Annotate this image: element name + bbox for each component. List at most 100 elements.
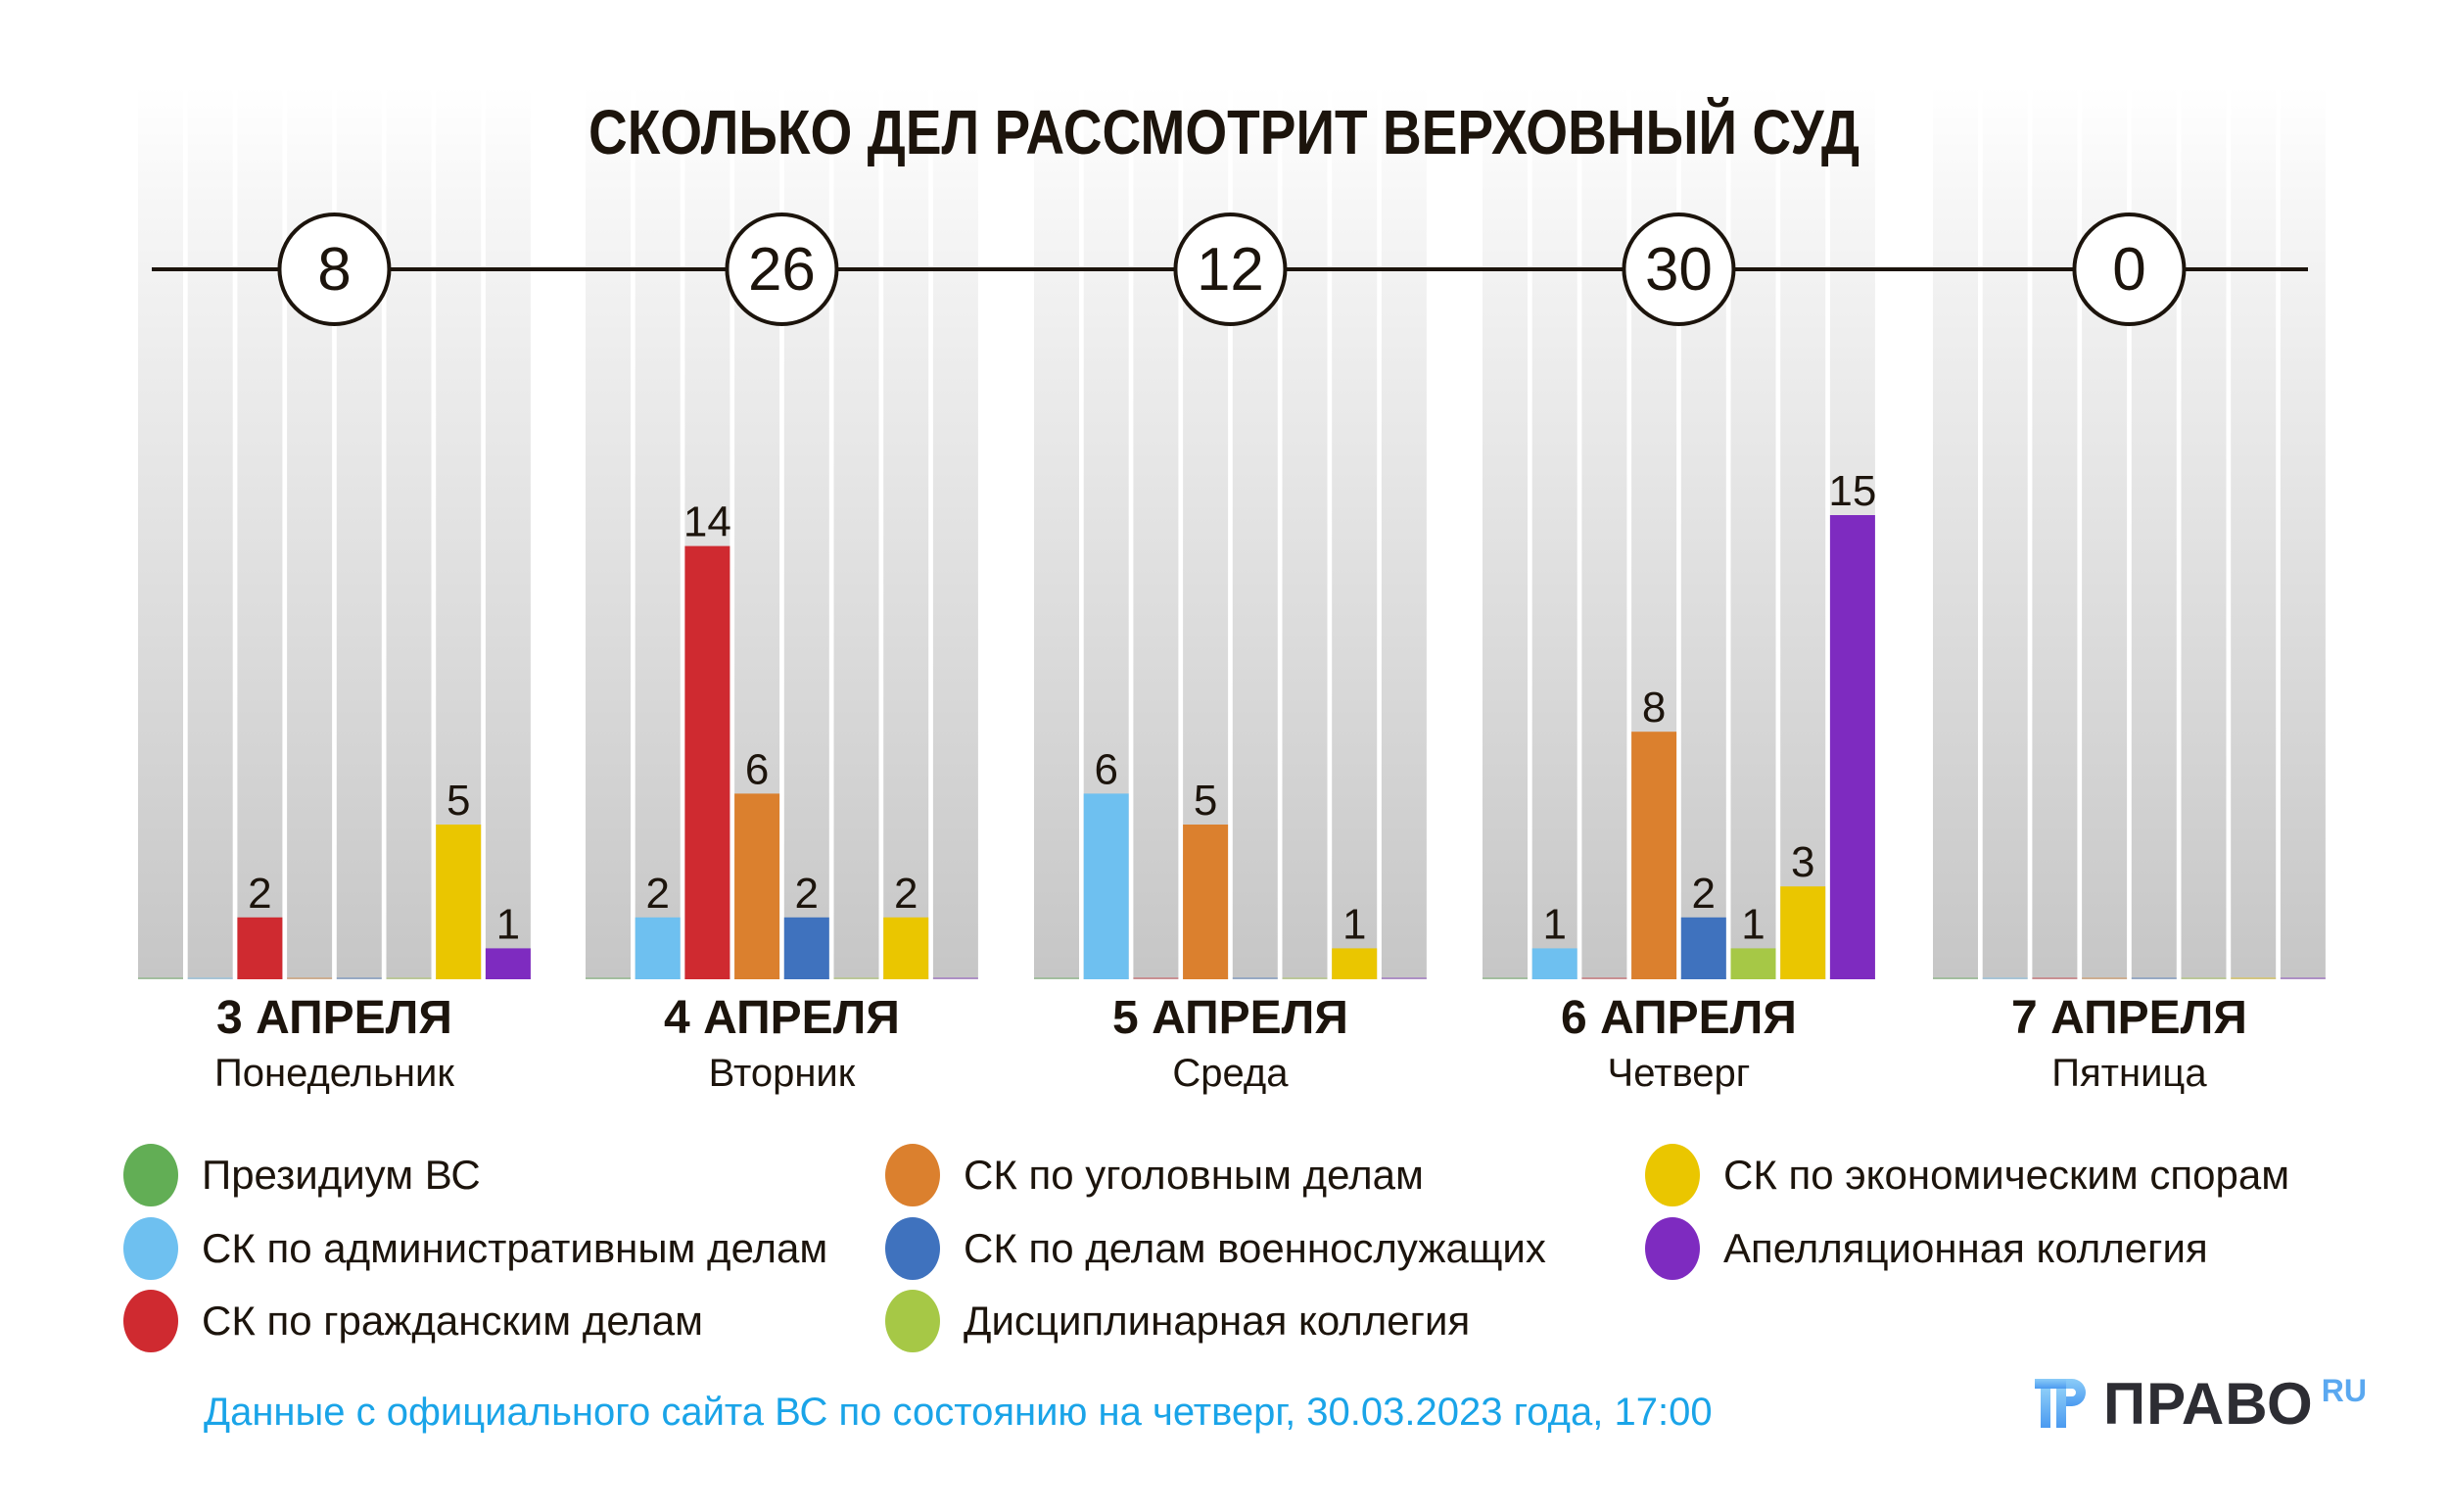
- bar: [783, 917, 829, 979]
- column-baseline: [833, 977, 879, 979]
- day-date-label: 7 АПРЕЛЯ: [2011, 992, 2247, 1044]
- day-date-label: 3 АПРЕЛЯ: [216, 992, 452, 1044]
- day-weekday-label: Четверг: [1607, 1052, 1751, 1095]
- bar: [635, 917, 681, 979]
- day-weekday-label: Вторник: [708, 1052, 856, 1095]
- legend-label: СК по уголовным делам: [964, 1152, 1424, 1198]
- background-column: [932, 86, 978, 979]
- column-baseline: [2082, 977, 2128, 979]
- bar: [684, 545, 730, 979]
- day-totals: 8 26 12 30 0: [277, 213, 2187, 326]
- bar-value-label: 5: [447, 777, 470, 825]
- column-baseline: [1483, 977, 1528, 979]
- bar-value-label: 2: [248, 870, 271, 918]
- day-date-label: 5 АПРЕЛЯ: [1112, 992, 1348, 1044]
- total-label: 0: [2112, 236, 2145, 304]
- bar-value-label: 1: [496, 900, 520, 948]
- day-weekday-label: Среда: [1172, 1052, 1289, 1095]
- background-column: [1982, 86, 2028, 979]
- bar: [1631, 732, 1677, 979]
- bar: [237, 917, 283, 979]
- column-baseline: [2280, 977, 2326, 979]
- background-column: [138, 86, 183, 979]
- total-circle: [725, 213, 839, 326]
- bar: [1531, 948, 1577, 979]
- background-column: [485, 86, 531, 979]
- legend-item: Дисциплинарная коллегия: [885, 1290, 1471, 1352]
- background-column: [1034, 86, 1079, 979]
- legend-label: Дисциплинарная коллегия: [964, 1298, 1471, 1344]
- background-column: [883, 86, 929, 979]
- background-column: [635, 86, 681, 979]
- background-column: [1332, 86, 1378, 979]
- day-date-label: 4 АПРЕЛЯ: [664, 992, 900, 1044]
- bar: [485, 948, 531, 979]
- column-baseline: [2181, 977, 2227, 979]
- day-weekday-label: Понедельник: [214, 1052, 454, 1095]
- bar: [1829, 515, 1875, 979]
- legend-color-dot-icon: [123, 1217, 178, 1280]
- legend-color-dot-icon: [1645, 1217, 1700, 1280]
- total-label: 8: [317, 236, 351, 304]
- bar-value-label: 1: [1342, 900, 1366, 948]
- total-label: 12: [1197, 236, 1264, 304]
- bar: [1332, 948, 1378, 979]
- background-column: [833, 86, 879, 979]
- background-column: [1933, 86, 1978, 979]
- background-column: [1730, 86, 1776, 979]
- bar-value-label: 3: [1791, 838, 1814, 886]
- bar: [1780, 886, 1826, 979]
- bars: [237, 515, 1875, 979]
- legend-color-dot-icon: [123, 1144, 178, 1206]
- legend-label: СК по гражданским делам: [202, 1298, 704, 1344]
- day-date-label: 6 АПРЕЛЯ: [1561, 992, 1797, 1044]
- total-circle: [1622, 213, 1736, 326]
- legend-label: Апелляционная коллегия: [1723, 1225, 2208, 1271]
- column-baseline: [2131, 977, 2177, 979]
- bar: [436, 825, 482, 979]
- total-circle: [2072, 213, 2187, 326]
- legend-label: СК по делам военнослужащих: [964, 1225, 1546, 1271]
- legend-item: СК по делам военнослужащих: [885, 1217, 1546, 1280]
- legend-color-dot-icon: [1645, 1144, 1700, 1206]
- column-baseline: [1232, 977, 1278, 979]
- total-label: 30: [1645, 236, 1713, 304]
- bar: [883, 917, 929, 979]
- logo-suffix: RU: [2321, 1373, 2367, 1408]
- bar-value-label: 5: [1194, 777, 1217, 825]
- day-weekday-label: Пятница: [2051, 1052, 2207, 1095]
- column-baseline: [2032, 977, 2078, 979]
- column-baseline: [138, 977, 183, 979]
- total-circle: [277, 213, 392, 326]
- column-baseline: [187, 977, 233, 979]
- bar-value-label: 14: [683, 498, 731, 546]
- legend-item: СК по гражданским делам: [123, 1290, 704, 1352]
- column-baseline: [1933, 977, 1978, 979]
- background-column: [237, 86, 283, 979]
- legend-item: СК по административным делам: [123, 1217, 828, 1280]
- bar: [1680, 917, 1726, 979]
- bar-value-label: 6: [745, 745, 769, 793]
- background-column: [1531, 86, 1577, 979]
- total-circle: [1173, 213, 1288, 326]
- legend-color-dot-icon: [885, 1217, 940, 1280]
- column-baseline: [932, 977, 978, 979]
- legend-label: СК по административным делам: [202, 1225, 828, 1271]
- column-baseline: [1982, 977, 2028, 979]
- background-column: [586, 86, 631, 979]
- column-baseline: [1133, 977, 1179, 979]
- column-baseline: [386, 977, 432, 979]
- column-baseline: [287, 977, 333, 979]
- bar: [1730, 948, 1776, 979]
- background-column: [1483, 86, 1528, 979]
- background-column: [2280, 86, 2326, 979]
- bar-value-label: 1: [1542, 900, 1566, 948]
- legend-color-dot-icon: [123, 1290, 178, 1352]
- background-column: [386, 86, 432, 979]
- column-baseline: [1282, 977, 1328, 979]
- legend-color-dot-icon: [885, 1144, 940, 1206]
- background-column: [187, 86, 233, 979]
- legend-label: Президиум ВС: [202, 1152, 481, 1198]
